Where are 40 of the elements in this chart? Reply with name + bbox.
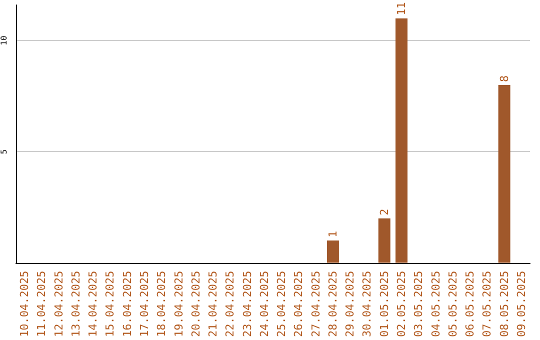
bar	[378, 218, 390, 263]
x-tick-label: 25.04.2025	[275, 270, 288, 338]
x-tick-label: 27.04.2025	[309, 270, 322, 338]
x-tick-label: 02.05.2025	[395, 270, 408, 338]
x-tick-label: 20.04.2025	[189, 270, 202, 338]
x-tick-label: 18.04.2025	[155, 270, 168, 338]
data-label: 1	[326, 230, 340, 238]
x-tick-label: 11.04.2025	[35, 270, 48, 338]
bar	[396, 18, 408, 263]
x-tick-label: 17.04.2025	[138, 270, 151, 338]
x-tick-label: 15.04.2025	[104, 270, 117, 338]
x-tick-label: 30.04.2025	[360, 270, 374, 338]
x-tick-label: 08.05.2025	[498, 270, 511, 338]
x-tick-label: 16.04.2025	[120, 270, 134, 338]
data-label: 8	[498, 75, 511, 82]
x-tick-label: 04.05.2025	[429, 270, 442, 338]
x-tick-label: 24.04.2025	[258, 270, 271, 338]
x-tick-label: 10.04.2025	[18, 270, 32, 338]
x-tick-label: 07.05.2025	[480, 270, 494, 338]
x-tick-label: 01.05.2025	[378, 270, 391, 338]
x-tick-label: 28.04.2025	[326, 270, 340, 338]
y-tick-label: 5	[0, 149, 8, 154]
x-tick-label: 06.05.2025	[464, 270, 477, 338]
x-tick-label: 19.04.2025	[172, 270, 186, 338]
x-tick-label: 09.05.2025	[514, 270, 528, 338]
x-tick-label: 22.04.2025	[224, 270, 237, 338]
bar	[326, 240, 339, 263]
x-tick-label: 13.04.2025	[69, 270, 82, 338]
x-tick-label: 23.04.2025	[240, 270, 254, 338]
x-tick-label: 03.05.2025	[412, 270, 426, 338]
x-tick-label: 05.05.2025	[446, 270, 460, 338]
x-tick-label: 12.04.2025	[52, 270, 66, 338]
y-tick-label: 10	[0, 36, 8, 46]
data-label: 11	[395, 2, 408, 16]
data-label: 2	[378, 208, 391, 216]
bar	[498, 85, 510, 263]
x-tick-label: 14.04.2025	[86, 270, 100, 338]
x-tick-label: 29.04.2025	[344, 270, 357, 338]
x-tick-label: 21.04.2025	[206, 270, 220, 338]
x-tick-label: 26.04.2025	[292, 270, 306, 338]
